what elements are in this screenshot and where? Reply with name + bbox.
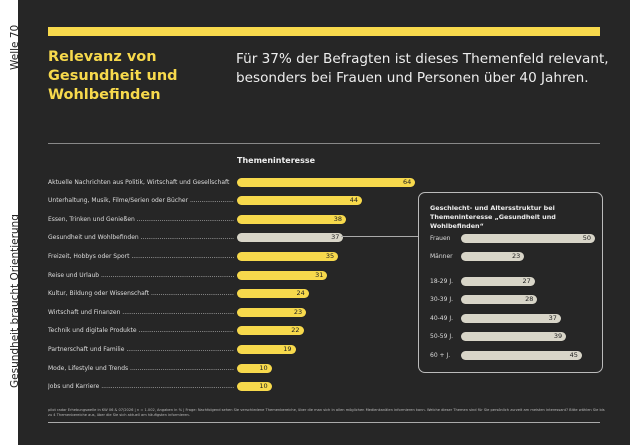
breakdown-row: 30-39 J. 28	[430, 294, 538, 304]
bar-row: Technik und digitale Produkte ..........…	[48, 325, 304, 337]
divider	[48, 143, 600, 144]
bar-row: Gesundheit und Wohlbefinden ............…	[48, 232, 344, 244]
bar: 24	[237, 289, 309, 299]
bar: 22	[237, 326, 304, 336]
breakdown-row: 18-29 J. 27	[430, 276, 535, 286]
bar-row: Essen, Trinken und Genießen ............…	[48, 213, 347, 225]
breakdown-bar: 37	[461, 313, 561, 323]
breakdown-label: 40-49 J.	[430, 314, 454, 322]
bar: 37	[237, 233, 344, 243]
bar: 44	[237, 196, 363, 206]
breakdown-bar: 27	[461, 276, 535, 286]
bar: 38	[237, 214, 347, 224]
bar-row: Partnerschaft und Familie ..............…	[48, 343, 296, 355]
breakdown-box: Geschlecht- und Altersstruktur bei Theme…	[418, 192, 603, 373]
bar: 23	[237, 307, 307, 317]
bar-label: Freizeit, Hobbys oder Sport ............…	[48, 252, 234, 260]
bar-row: Freizeit, Hobbys oder Sport ............…	[48, 250, 339, 262]
side-strip: Welle 70 Gesundheit braucht Orientierung	[0, 0, 21, 445]
breakdown-label: Frauen	[430, 234, 451, 242]
breakdown-bar: 39	[461, 331, 567, 341]
connector-line	[341, 236, 418, 237]
breakdown-label: 60 + J.	[430, 351, 451, 359]
bar: 10	[237, 382, 272, 392]
chart-title: Themeninteresse	[237, 156, 316, 165]
breakdown-bar: 45	[461, 350, 582, 360]
breakdown-label: 30-39 J.	[430, 295, 454, 303]
breakdown-row: 40-49 J. 37	[430, 313, 561, 323]
breakdown-title: Geschlecht- und Altersstruktur bei Theme…	[430, 204, 556, 230]
breakdown-label: 18-29 J.	[430, 277, 454, 285]
breakdown-row: 50-59 J. 39	[430, 331, 567, 341]
page-title: Relevanz von Gesundheit und Wohlbefinden	[48, 49, 178, 103]
breakdown-row: 60 + J. 45	[430, 350, 582, 360]
bar-label: Jobs und Karriere ......................…	[48, 383, 234, 391]
breakdown-bar: 28	[461, 294, 538, 304]
bar-label: Partnerschaft und Familie ..............…	[48, 345, 234, 353]
bar-label: Unterhaltung, Musik, Filme/Serien oder B…	[48, 197, 234, 205]
bar-label: Essen, Trinken und Genießen ............…	[48, 215, 234, 223]
lead-text: Für 37% der Befragten ist dieses Themenf…	[236, 51, 609, 86]
bar: 64	[237, 177, 416, 187]
bar-row: Wirtschaft und Finanzen ................…	[48, 306, 307, 318]
bar-row: Aktuelle Nachrichten aus Politik, Wirtsc…	[48, 176, 416, 188]
bar-label: Reise und Urlaub .......................…	[48, 271, 234, 279]
bar-label: Mode, Lifestyle und Trends .............…	[48, 364, 234, 372]
bar-row: Mode, Lifestyle und Trends .............…	[48, 362, 272, 374]
bar: 19	[237, 344, 296, 354]
bar: 31	[237, 270, 328, 280]
bar-label: Wirtschaft und Finanzen ................…	[48, 308, 234, 316]
bar: 35	[237, 251, 339, 261]
breakdown-bar: 50	[461, 233, 595, 243]
bar-label: Kultur, Bildung oder Wissenschaft ......…	[48, 290, 234, 298]
breakdown-label: 50-59 J.	[430, 332, 454, 340]
bar: 10	[237, 363, 272, 373]
breakdown-label: Männer	[430, 252, 453, 260]
breakdown-bar: 23	[461, 251, 525, 261]
footnote: pilot radar Erhebungswelle in KW 06 & 07…	[48, 408, 605, 417]
bar-row: Kultur, Bildung oder Wissenschaft ......…	[48, 288, 309, 300]
bar-row: Unterhaltung, Musik, Filme/Serien oder B…	[48, 195, 363, 207]
accent-bar	[48, 27, 600, 36]
bar-label: Aktuelle Nachrichten aus Politik, Wirtsc…	[48, 178, 230, 186]
bar-label: Gesundheit und Wohlbefinden ............…	[48, 234, 234, 242]
divider	[48, 422, 600, 423]
bar-label: Technik und digitale Produkte ..........…	[48, 327, 234, 335]
breakdown-row: Männer 23	[430, 251, 525, 261]
bar-row: Jobs und Karriere ......................…	[48, 381, 272, 393]
breakdown-row: Frauen 50	[430, 233, 595, 243]
bar-row: Reise und Urlaub .......................…	[48, 269, 328, 281]
